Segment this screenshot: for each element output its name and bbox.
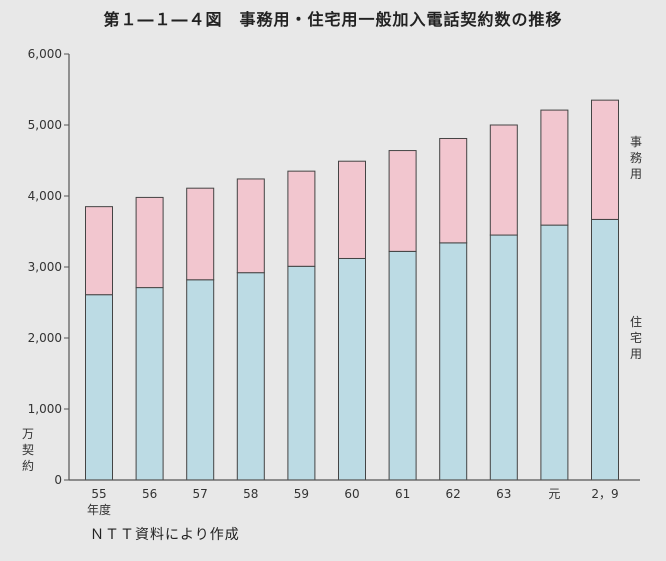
x-tick-label-0: 55 xyxy=(91,487,106,501)
axes-group xyxy=(64,53,640,481)
x-tick-label-10: 2，9 xyxy=(591,487,618,501)
series-label-business-char-0: 事 xyxy=(630,135,642,149)
bar-residential-3 xyxy=(236,272,265,481)
series-label-business-char-2: 用 xyxy=(630,167,642,181)
y-tick-label-3: 3,000 xyxy=(28,260,62,274)
bar-residential-1 xyxy=(135,287,164,481)
bar-residential-0 xyxy=(85,294,113,481)
y-unit-char-1: 契 xyxy=(22,443,34,457)
bars-group xyxy=(85,99,619,481)
x-tick-label-1: 56 xyxy=(142,487,157,501)
bar-residential-10 xyxy=(591,218,619,481)
bar-business-8 xyxy=(489,124,518,236)
x-tick-label-4: 59 xyxy=(294,487,309,501)
bar-residential-2 xyxy=(186,279,215,481)
y-unit-char-2: 約 xyxy=(22,458,34,473)
x-tick-label-3: 58 xyxy=(243,487,258,501)
y-unit-char-0: 万 xyxy=(22,427,34,441)
bar-residential-4 xyxy=(287,265,316,481)
x-tick-label-6: 61 xyxy=(395,487,410,501)
x-axis-unit-label: 年度 xyxy=(87,502,111,517)
bar-residential-8 xyxy=(489,234,518,481)
bar-business-3 xyxy=(236,178,265,274)
x-tick-label-9: 元 xyxy=(548,487,560,501)
bar-business-1 xyxy=(135,196,164,289)
y-tick-label-1: 1,000 xyxy=(28,402,62,416)
x-tick-label-5: 60 xyxy=(344,487,359,501)
y-tick-label-6: 6,000 xyxy=(28,47,62,61)
bar-residential-5 xyxy=(338,257,366,481)
y-tick-label-4: 4,000 xyxy=(28,189,62,203)
chart-title: 第１―１―４図 事務用・住宅用一般加入電話契約数の推移 xyxy=(103,10,563,29)
x-tick-label-2: 57 xyxy=(193,487,208,501)
bar-business-9 xyxy=(540,109,569,226)
bar-residential-7 xyxy=(439,242,468,481)
x-tick-label-8: 63 xyxy=(496,487,511,501)
bar-residential-6 xyxy=(388,250,417,481)
x-tick-label-7: 62 xyxy=(446,487,461,501)
bar-residential-9 xyxy=(540,224,569,481)
bar-business-2 xyxy=(186,187,215,281)
y-tick-label-5: 5,000 xyxy=(28,118,62,132)
y-tick-label-0: 0 xyxy=(54,473,62,487)
y-tick-label-2: 2,000 xyxy=(28,331,62,345)
series-label-business-char-1: 務 xyxy=(630,151,642,165)
bar-business-0 xyxy=(85,206,113,296)
series-label-residential-char-2: 用 xyxy=(630,347,642,361)
bar-business-4 xyxy=(287,170,316,267)
labels-group: 55 56 57 58 59 60 61 62 63 元 2，9 年度 0 1,000 2,000 3,000… xyxy=(22,47,642,517)
series-label-residential-char-1: 宅 xyxy=(630,330,642,345)
bar-business-10 xyxy=(591,99,619,220)
series-label-residential-char-0: 住 xyxy=(630,315,642,329)
bar-business-5 xyxy=(338,160,366,259)
bar-business-7 xyxy=(439,137,468,244)
bar-business-6 xyxy=(388,150,417,252)
source-note: ＮＴＴ資料により作成 xyxy=(90,527,240,543)
